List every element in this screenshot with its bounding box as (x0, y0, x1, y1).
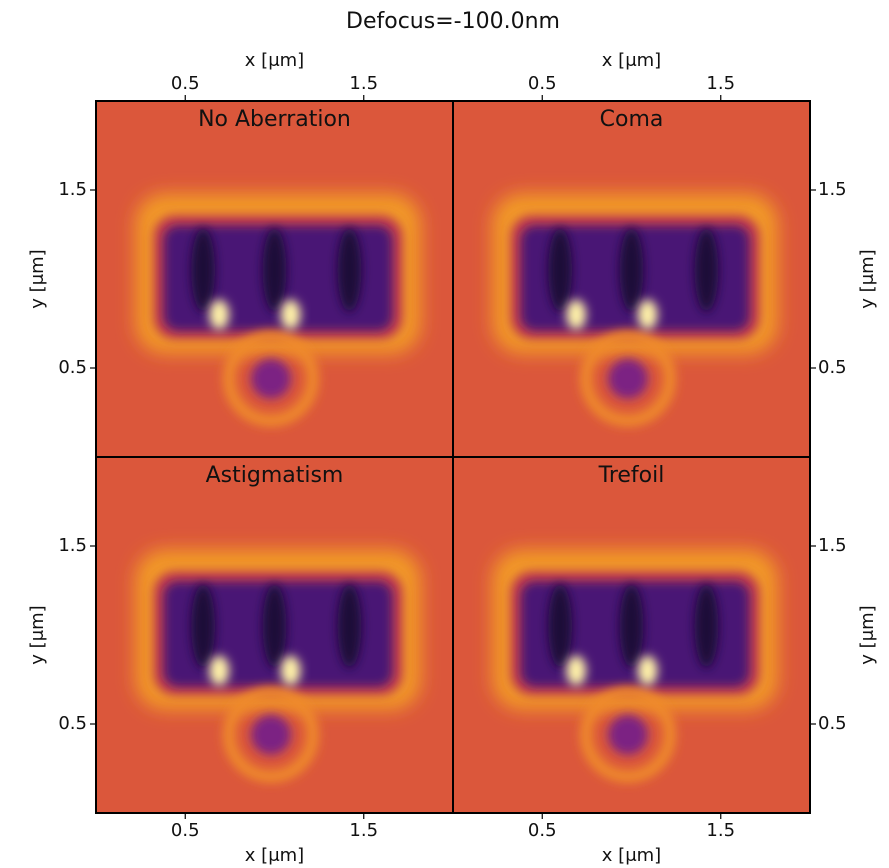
bright-spot (209, 655, 230, 686)
dark-band (548, 584, 573, 669)
x-tick-label: 0.5 (171, 73, 200, 94)
y-tick-label: 1.5 (818, 179, 847, 200)
x-tick-label: 0.5 (528, 820, 557, 841)
dark-band (548, 228, 573, 313)
ring (579, 330, 676, 427)
ring (579, 686, 676, 783)
x-tick-label: 1.5 (349, 820, 378, 841)
dark-band (619, 584, 644, 669)
y-tick-label: 0.5 (818, 357, 847, 378)
y-axis-label: y [μm] (857, 605, 878, 664)
bright-spot (566, 655, 587, 686)
dark-band (619, 228, 644, 313)
spot (607, 714, 648, 755)
bright-spot (209, 299, 230, 330)
panel-title: Trefoil (598, 463, 665, 488)
bright-spot (280, 655, 301, 686)
x-tick-label: 0.5 (528, 73, 557, 94)
image (96, 101, 453, 457)
dark-band (337, 228, 362, 313)
dark-band (694, 584, 719, 669)
panel-title: Astigmatism (206, 463, 344, 488)
x-tick-label: 1.5 (349, 73, 378, 94)
panel-title: No Aberration (198, 107, 351, 132)
dark-band (191, 584, 216, 669)
spot (607, 358, 648, 399)
y-tick-label: 0.5 (58, 713, 87, 734)
bright-spot (566, 299, 587, 330)
bright-spot (637, 299, 658, 330)
image (96, 457, 453, 813)
ring (222, 330, 319, 427)
y-tick-label: 1.5 (58, 535, 87, 556)
dark-band (191, 228, 216, 313)
dark-band (694, 228, 719, 313)
image (453, 101, 810, 457)
dark-band (262, 584, 287, 669)
y-tick-label: 0.5 (58, 357, 87, 378)
y-axis-label: y [μm] (27, 249, 48, 308)
ring (222, 686, 319, 783)
spot (250, 714, 291, 755)
dark-band (262, 228, 287, 313)
x-axis-label: x [μm] (245, 50, 304, 71)
panel-title: Coma (600, 107, 664, 132)
x-tick-label: 1.5 (706, 820, 735, 841)
x-axis-label: x [μm] (245, 845, 304, 866)
spot (250, 358, 291, 399)
bright-spot (637, 655, 658, 686)
frame (452, 456, 811, 814)
y-tick-label: 1.5 (58, 179, 87, 200)
image (453, 457, 810, 813)
x-tick-label: 0.5 (171, 820, 200, 841)
x-tick-label: 1.5 (706, 73, 735, 94)
y-axis-label: y [μm] (857, 249, 878, 308)
figure-title: Defocus=-100.0nm (346, 9, 560, 34)
y-tick-label: 0.5 (818, 713, 847, 734)
bright-spot (280, 299, 301, 330)
y-tick-label: 1.5 (818, 535, 847, 556)
x-axis-label: x [μm] (602, 50, 661, 71)
dark-band (337, 584, 362, 669)
x-axis-label: x [μm] (602, 845, 661, 866)
y-axis-label: y [μm] (27, 605, 48, 664)
